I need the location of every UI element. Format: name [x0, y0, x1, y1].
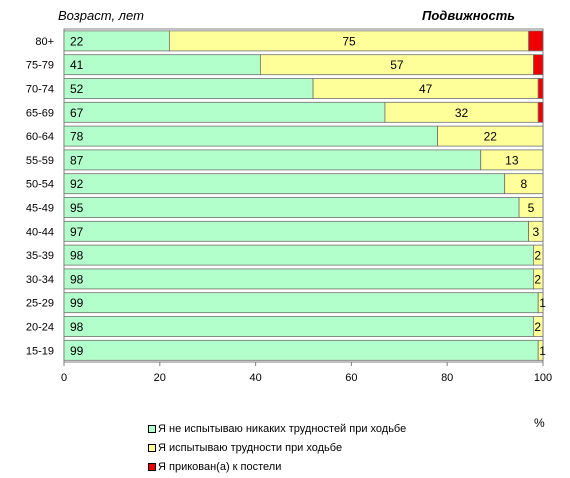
- data-label: 22: [484, 130, 498, 144]
- x-tick-label: 100: [534, 372, 552, 384]
- data-label: 2: [534, 272, 541, 286]
- bar-segment: [63, 292, 539, 314]
- bar-segment: [480, 149, 544, 171]
- data-label: 99: [70, 344, 84, 358]
- data-label: 87: [70, 153, 84, 167]
- bar-segment: [63, 149, 482, 171]
- data-label: 92: [70, 177, 84, 191]
- chart-title: Подвижность: [422, 8, 515, 23]
- category-tick-label: 20-24: [26, 322, 54, 334]
- bar-segment: [504, 173, 544, 195]
- bar-segment: [63, 244, 534, 266]
- data-label: 8: [520, 177, 527, 191]
- data-label: 22: [70, 34, 84, 48]
- plot-area: [63, 28, 544, 363]
- data-label: 75: [342, 34, 356, 48]
- data-label: 52: [70, 82, 84, 96]
- category-tick-label: 15-19: [26, 345, 54, 357]
- bar-segment: [63, 78, 314, 99]
- legend-swatch-bedridden: [148, 462, 156, 471]
- bar-segment: [437, 125, 544, 147]
- category-tick-label: 30-34: [26, 274, 54, 286]
- bar-segment: [528, 30, 544, 52]
- x-axis-unit: %: [534, 416, 545, 430]
- data-label: 1: [539, 344, 546, 358]
- bar-segment: [518, 197, 544, 218]
- bar-segment: [63, 101, 386, 123]
- data-label: 1: [539, 296, 546, 310]
- data-label: 5: [528, 201, 535, 215]
- bar-segment: [63, 339, 539, 361]
- legend-item: Я прикован(а) к постели: [148, 457, 406, 476]
- data-label: 57: [390, 58, 404, 72]
- data-label: 97: [70, 225, 84, 239]
- category-tick-label: 75-79: [26, 60, 54, 72]
- x-tick-label: 0: [61, 372, 67, 384]
- bar-segment: [63, 268, 534, 290]
- data-label: 67: [70, 106, 84, 120]
- data-label: 32: [455, 106, 469, 120]
- legend-swatch-some-difficulty: [148, 443, 156, 452]
- category-tick-label: 45-49: [26, 203, 54, 215]
- legend-label-some-difficulty: Я испытываю трудности при ходьбе: [158, 441, 343, 454]
- bar-segment: [63, 173, 506, 195]
- category-tick-label: 70-74: [26, 84, 54, 96]
- data-label: 41: [70, 58, 84, 72]
- legend-label-bedridden: Я прикован(а) к постели: [158, 460, 282, 473]
- legend-item: Я не испытываю никаких трудностей при хо…: [148, 419, 406, 438]
- data-label: 98: [70, 272, 84, 286]
- category-tick-label: 60-64: [26, 131, 54, 143]
- bar-segment: [63, 220, 530, 242]
- bar-segment: [537, 292, 544, 314]
- category-tick-label: 65-69: [26, 107, 54, 119]
- data-label: 98: [70, 249, 84, 263]
- legend-item: Я испытываю трудности при ходьбе: [148, 438, 406, 457]
- category-tick-label: 55-59: [26, 155, 54, 167]
- y-axis-title: Возраст, лет: [58, 8, 144, 23]
- bar-segment: [63, 316, 534, 337]
- data-label: 99: [70, 296, 84, 310]
- bar-segment: [528, 220, 544, 242]
- bar-segment: [63, 197, 520, 218]
- legend: Я не испытываю никаких трудностей при хо…: [148, 419, 406, 476]
- category-tick-label: 80+: [35, 36, 54, 48]
- data-label: 98: [70, 320, 84, 334]
- x-tick-label: 40: [249, 372, 261, 384]
- bar-segment: [63, 54, 261, 76]
- bar-segment: [533, 316, 544, 337]
- x-tick-label: 20: [154, 372, 166, 384]
- legend-swatch-no-difficulty: [148, 424, 156, 433]
- bar-segment: [537, 78, 544, 99]
- data-label: 3: [532, 225, 539, 239]
- data-label: 2: [534, 320, 541, 334]
- bar-segment: [63, 125, 439, 147]
- bar-segment: [533, 54, 544, 76]
- bar-segment: [537, 339, 544, 361]
- data-label: 78: [70, 130, 84, 144]
- bar-segment: [533, 268, 544, 290]
- category-tick-label: 25-29: [26, 298, 54, 310]
- data-label: 95: [70, 201, 84, 215]
- x-tick-label: 80: [441, 372, 453, 384]
- x-tick-label: 60: [345, 372, 357, 384]
- data-label: 13: [505, 153, 519, 167]
- bar-segment: [537, 101, 544, 123]
- data-label: 2: [534, 249, 541, 263]
- category-tick-label: 35-39: [26, 250, 54, 262]
- bar-segment: [533, 244, 544, 266]
- legend-label-no-difficulty: Я не испытываю никаких трудностей при хо…: [158, 422, 407, 435]
- category-tick-label: 40-44: [26, 226, 54, 238]
- data-label: 47: [419, 82, 433, 96]
- category-tick-label: 50-54: [26, 179, 54, 191]
